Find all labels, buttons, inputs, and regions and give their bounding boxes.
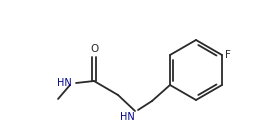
- Text: O: O: [90, 44, 98, 54]
- Text: HN: HN: [57, 78, 72, 88]
- Text: F: F: [225, 50, 231, 60]
- Text: HN: HN: [120, 112, 135, 122]
